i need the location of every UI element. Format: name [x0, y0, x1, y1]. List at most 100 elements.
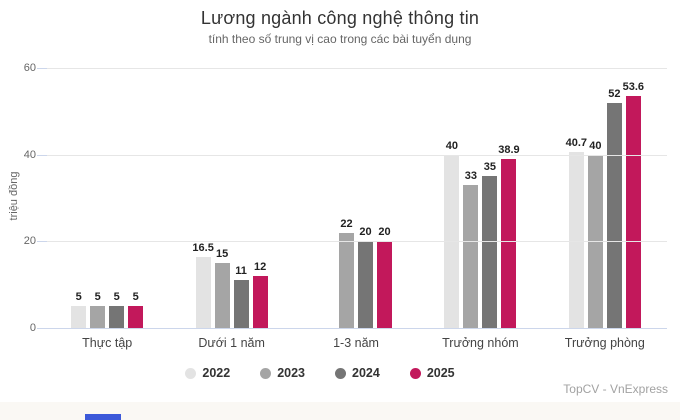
bar-slot: 40 — [444, 68, 460, 328]
bar-value-label: 5 — [94, 291, 101, 304]
bar-slot: 12 — [252, 68, 268, 328]
bar-2022[interactable] — [568, 151, 584, 328]
bar-value-label: 35 — [483, 161, 497, 174]
gridline — [45, 241, 667, 243]
bar-2023[interactable] — [463, 185, 479, 328]
legend-item-2022[interactable]: 2022 — [185, 366, 230, 380]
y-tick-mark — [37, 154, 47, 156]
bar-2024[interactable] — [606, 102, 622, 328]
bar-2022[interactable] — [71, 306, 87, 328]
x-category-label: Thực tập — [82, 336, 133, 350]
x-axis-labels: Thực tập Dưới 1 năm 1-3 năm Trưởng nhóm Trưở… — [45, 336, 667, 350]
page-background-strip — [0, 402, 680, 420]
bar-2024[interactable] — [109, 306, 125, 328]
legend-item-2023[interactable]: 2023 — [260, 366, 305, 380]
legend-swatch-icon — [260, 367, 272, 379]
bar-2023[interactable] — [214, 263, 230, 328]
bar-value-label: 40 — [445, 139, 459, 152]
x-axis-line — [45, 328, 667, 329]
bar-slot: 5 — [90, 68, 106, 328]
bar-slot: 16.5 — [192, 68, 214, 328]
x-category-label: Trưởng phòng — [564, 336, 645, 350]
y-tick-mark — [37, 68, 47, 69]
bar-value-label: 38.9 — [498, 144, 520, 157]
bar-value-label: 33 — [464, 170, 478, 182]
bar-group: 16.5 15 11 12 — [169, 68, 293, 328]
y-axis: 0 20 40 60 — [0, 62, 36, 334]
plot-area: 5 5 5 5 16.5 15 11 12 22 20 20 40 33 35 38.9 40.7 40 52 53… — [37, 68, 667, 329]
bar-slot: 40 — [587, 68, 603, 328]
bar-slot: 5 — [128, 68, 144, 328]
bar-value-label: 5 — [132, 291, 139, 304]
bar-value-label: 12 — [253, 261, 267, 273]
chart-title: Lương ngành công nghệ thông tin — [200, 8, 480, 28]
bar-slot: 20 — [358, 68, 374, 328]
bar-2023[interactable] — [339, 232, 355, 328]
blue-accent-bar — [85, 414, 121, 420]
bar-slot: 22 — [339, 68, 355, 328]
bar-slot: 40.7 — [565, 68, 588, 328]
source-credit: TopCV - VnExpress — [563, 382, 668, 396]
bar-value-label: 20 — [378, 226, 391, 239]
y-tick-label: 0 — [29, 322, 36, 334]
bar-value-label: 52 — [608, 87, 621, 100]
y-tick-mark — [37, 328, 47, 329]
bar-group: 40 33 35 38.9 — [418, 68, 542, 328]
bar-slot: 38.9 — [498, 68, 520, 328]
bar-2025[interactable] — [625, 95, 641, 328]
bar-2025[interactable] — [501, 159, 517, 328]
bar-2024[interactable] — [233, 280, 249, 328]
bar-value-label: 40.7 — [565, 136, 588, 149]
bar-slot: 52 — [606, 68, 622, 328]
gridline — [45, 68, 667, 69]
y-tick-label: 20 — [23, 235, 36, 248]
bar-2025[interactable] — [252, 276, 268, 328]
legend-swatch-icon — [335, 367, 346, 379]
bar-value-label: 40 — [589, 139, 602, 152]
bar-value-label: 15 — [215, 248, 229, 260]
bar-2025[interactable] — [128, 306, 144, 328]
x-category-label: Trưởng nhóm — [442, 336, 519, 350]
bar-value-label: 16.5 — [192, 241, 214, 254]
bar-value-label: 5 — [75, 291, 82, 304]
legend: 2022 2023 2024 2025 — [0, 366, 640, 380]
bar-slot: 53.6 — [622, 68, 645, 328]
bar-2024[interactable] — [482, 176, 498, 328]
bar-value-label: 22 — [340, 217, 353, 230]
bar-slot: 5 — [71, 68, 87, 328]
legend-swatch-icon — [409, 367, 421, 379]
bar-value-label: 53.6 — [622, 80, 645, 93]
chart-subtitle: tính theo số trung vị cao trong các bài … — [208, 32, 472, 46]
bar-slot: 15 — [214, 68, 230, 328]
legend-label: 2025 — [426, 366, 455, 380]
y-tick-mark — [37, 241, 47, 243]
bar-value-label: 5 — [113, 291, 120, 304]
legend-label: 2024 — [352, 366, 380, 380]
gridline — [45, 154, 667, 156]
legend-item-2025[interactable]: 2025 — [409, 366, 455, 380]
bar-group: 22 20 20 — [294, 68, 418, 328]
y-tick-label: 40 — [23, 148, 36, 161]
bar-value-label: 11 — [235, 265, 247, 278]
legend-item-2024[interactable]: 2024 — [335, 366, 380, 380]
x-category-label: 1-3 năm — [333, 336, 379, 350]
bar-slot: 35 — [482, 68, 498, 328]
bar-slot: 33 — [463, 68, 479, 328]
bar-2024[interactable] — [358, 241, 374, 328]
bar-2023[interactable] — [90, 306, 106, 328]
bar-2022[interactable] — [195, 256, 211, 328]
bar-slot: 5 — [109, 68, 125, 328]
legend-label: 2023 — [277, 366, 305, 380]
bar-group: 40.7 40 52 53.6 — [543, 68, 667, 328]
legend-swatch-icon — [185, 367, 197, 379]
bar-slot: 11 — [233, 68, 249, 328]
bar-slot — [320, 68, 335, 328]
y-tick-label: 60 — [23, 62, 36, 74]
x-category-label: Dưới 1 năm — [198, 336, 265, 350]
bar-slot: 20 — [377, 68, 393, 328]
bar-2025[interactable] — [377, 241, 393, 328]
legend-label: 2022 — [202, 366, 231, 380]
bar-value-label: 20 — [359, 226, 372, 239]
